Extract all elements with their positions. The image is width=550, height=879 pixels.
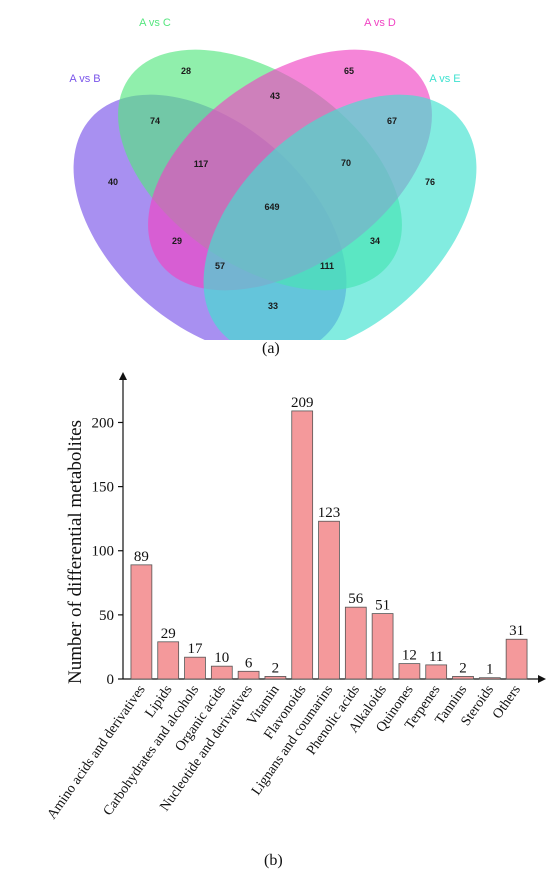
bar-value-label: 12 [402, 648, 417, 664]
venn-ellipses [73, 49, 477, 340]
region-count-bd: 29 [172, 236, 182, 246]
panel-label-a: (a) [262, 340, 280, 357]
bar-value-label: 1 [486, 662, 494, 678]
set-label-a-vs-b: A vs B [69, 73, 100, 85]
panel-label-b: (b) [264, 852, 283, 869]
bar-value-label: 6 [245, 655, 253, 671]
y-tick-label: 200 [92, 415, 115, 431]
y-tick-label: 50 [99, 608, 114, 624]
bar [184, 656, 206, 680]
bar-chart: 0 50 100 150 200 89 29 17 10 6 2 209 123 56 51 12 11 2 1 3… [45, 372, 546, 823]
region-count-c-only: 28 [181, 66, 191, 76]
venn-diagram: A vs B A vs C A vs D A vs E 40 28 65 76 … [69, 17, 477, 340]
region-count-b-only: 40 [108, 177, 118, 187]
y-ticks: 0 50 100 150 200 [92, 415, 123, 688]
region-count-bde: 57 [215, 261, 225, 271]
bar-value-label: 89 [134, 549, 149, 565]
bar-value-label: 56 [348, 591, 364, 607]
bar-value-label: 17 [188, 641, 204, 657]
region-count-e-only: 76 [425, 177, 435, 187]
bar-value-label: 31 [509, 623, 524, 639]
y-tick-label: 100 [92, 544, 115, 560]
bar [318, 520, 340, 680]
region-count-bcde: 649 [264, 202, 279, 212]
bar [344, 606, 367, 680]
region-count-bc: 74 [150, 116, 160, 126]
set-label-a-vs-c: A vs C [139, 17, 171, 29]
bar [130, 564, 153, 680]
bar-value-label: 2 [272, 660, 280, 676]
category-label: Amino acids and derivatives [45, 683, 149, 823]
bar-series [130, 410, 528, 680]
bar-value-label: 51 [375, 598, 390, 614]
y-tick-label: 0 [107, 672, 115, 688]
bar [291, 410, 314, 680]
bar [371, 613, 394, 680]
bar-value-label: 123 [318, 505, 341, 521]
y-axis-title: Number of differential metabolites [65, 420, 86, 684]
bar [237, 670, 260, 680]
bar [452, 676, 474, 680]
bar [210, 665, 233, 680]
y-tick-label: 150 [92, 480, 115, 496]
bar [478, 677, 501, 680]
bar-value-label: 10 [214, 650, 229, 666]
region-count-be: 33 [268, 301, 278, 311]
bar-value-label: 209 [291, 395, 314, 411]
bar [398, 663, 421, 680]
region-count-de: 67 [387, 116, 397, 126]
region-count-cd: 43 [270, 91, 280, 101]
bar [157, 641, 180, 680]
bar-value-label: 2 [459, 660, 467, 676]
x-axis-arrow [538, 675, 546, 683]
set-label-a-vs-e: A vs E [429, 73, 460, 85]
region-count-ce: 34 [370, 236, 380, 246]
region-count-d-only: 65 [344, 66, 354, 76]
bar [264, 676, 287, 680]
region-count-bce: 111 [320, 261, 334, 271]
bar-value-label: 11 [429, 649, 443, 665]
ellipse-a-vs-e [203, 94, 477, 340]
region-count-cde: 70 [341, 158, 351, 168]
y-axis-arrow [119, 372, 127, 380]
bar [505, 638, 528, 680]
bar [425, 664, 448, 680]
bar-value-label: 29 [161, 626, 176, 642]
set-label-a-vs-d: A vs D [364, 17, 396, 29]
region-count-bcd: 117 [194, 159, 209, 169]
category-labels: Amino acids and derivativesLipidsCarbohy… [45, 683, 524, 823]
category-label: Others [490, 683, 524, 722]
